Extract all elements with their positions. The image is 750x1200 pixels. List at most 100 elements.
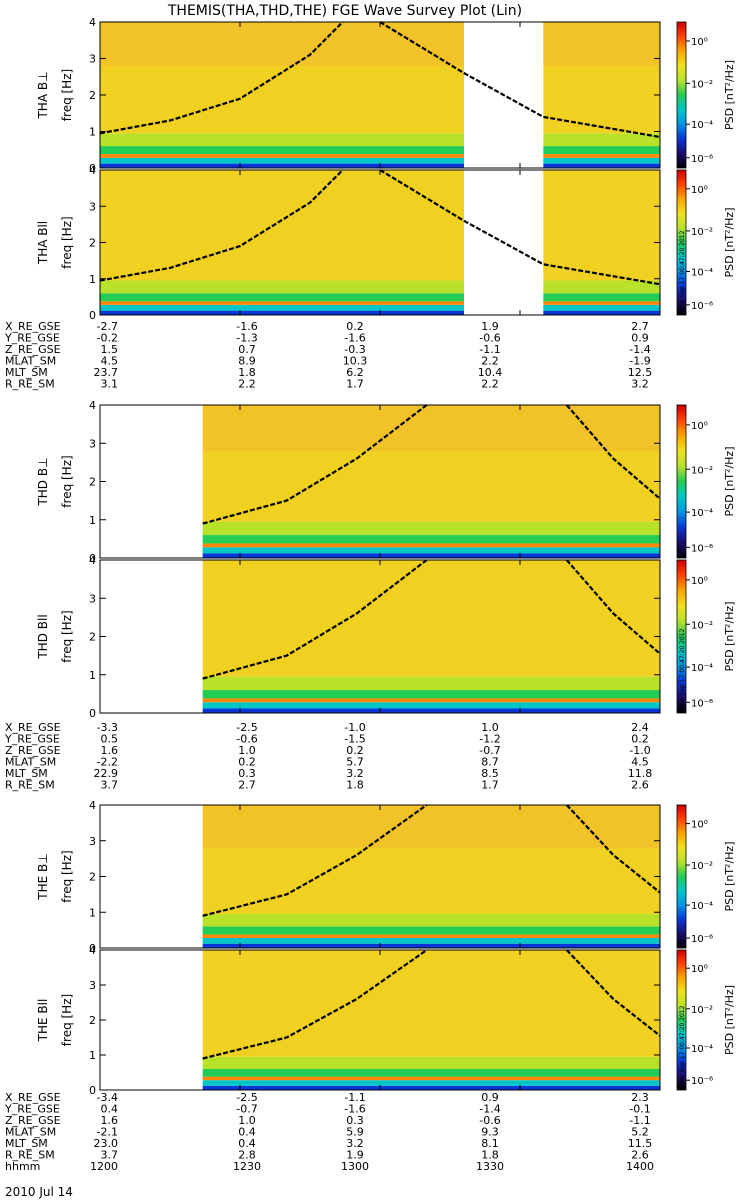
y-tick-label: 2 — [89, 631, 96, 644]
y-tick-label: 4 — [89, 399, 96, 412]
orbit-value: -2.5 — [236, 721, 257, 734]
spectrogram-panel: 0 1 2 3 4 THD B⊥ freq [Hz] 10⁰ 10⁻² 10⁻⁴ 10⁻⁶ PSD [… — [36, 399, 736, 565]
orbit-row-label: hhmm — [5, 1160, 40, 1173]
orbit-row-label: MLAT_SM — [5, 355, 56, 368]
orbit-value: 4.5 — [101, 355, 119, 368]
colorbar-label: PSD [nT²/Hz] — [723, 985, 736, 1055]
orbit-value: -1.4 — [479, 1103, 500, 1116]
orbit-value: 1230 — [233, 1160, 261, 1173]
colorbar-tick-label: 10⁻² — [691, 79, 713, 90]
y-axis-label: freq [Hz] — [60, 850, 74, 902]
colorbar-tick-label: 10⁻⁶ — [691, 934, 713, 945]
orbit-value: 10.3 — [343, 355, 368, 368]
y-tick-label: 3 — [89, 200, 96, 213]
psd-band — [100, 1080, 660, 1086]
orbit-value: 6.2 — [346, 366, 364, 379]
orbit-row-label: MLT_SM — [5, 767, 48, 780]
psd-band — [100, 1069, 660, 1077]
psd-band — [100, 304, 660, 311]
orbit-value: 12.5 — [628, 366, 653, 379]
orbit-value: -0.7 — [236, 1103, 257, 1116]
orbit-value: -1.4 — [629, 343, 650, 356]
orbit-value: 11.8 — [628, 767, 653, 780]
orbit-value: 5.7 — [346, 756, 364, 769]
orbit-value: 2.2 — [481, 355, 499, 368]
orbit-value: -1.6 — [344, 332, 365, 345]
colorbar-label: PSD [nT²/Hz] — [723, 841, 736, 911]
colorbar-tick-label: 10⁰ — [691, 185, 708, 196]
orbit-value: 3.7 — [101, 1149, 119, 1162]
orbit-value: 22.9 — [94, 767, 119, 780]
y-tick-label: 3 — [89, 437, 96, 450]
colorbar-label: PSD [nT²/Hz] — [723, 60, 736, 130]
orbit-value: 8.5 — [481, 767, 499, 780]
orbit-value: 1400 — [626, 1160, 654, 1173]
orbit-value: 1.7 — [481, 779, 499, 792]
orbit-value: 0.3 — [238, 767, 256, 780]
orbit-value: -0.6 — [236, 733, 257, 746]
orbit-value: 0.2 — [238, 756, 256, 769]
gyrofrequency-curve-left — [202, 804, 428, 917]
psd-band — [100, 1056, 660, 1069]
orbit-value: -0.2 — [97, 332, 118, 345]
y-axis-label: freq [Hz] — [60, 216, 74, 268]
y-tick-label: 4 — [89, 944, 96, 957]
orbit-value: 23.7 — [94, 366, 119, 379]
y-tick-label: 0 — [89, 162, 96, 175]
panel-title: THE Bll — [36, 999, 50, 1043]
spectrogram-panel: 0 1 2 3 4 THA Bll freq [Hz] 10⁰ 10⁻² 10⁻⁴ 10⁻⁶ PSD … — [36, 164, 736, 322]
orbit-value: 5.2 — [631, 1126, 649, 1139]
orbit-value: -1.6 — [344, 1103, 365, 1116]
colorbar-tick-label: 10⁻² — [691, 465, 713, 476]
orbit-value: 3.2 — [346, 767, 364, 780]
spectrogram-panel: 0 1 2 3 4 THE Bll freq [Hz] 10⁰ 10⁻² 10⁻⁴ 10⁻⁶ PSD … — [36, 944, 736, 1097]
y-tick-label: 2 — [89, 1014, 96, 1027]
orbit-value: 0.2 — [346, 320, 364, 333]
y-axis-label: freq [Hz] — [60, 455, 74, 507]
orbit-value: -1.3 — [236, 332, 257, 345]
psd-band — [100, 146, 660, 155]
psd-band — [100, 293, 660, 302]
y-tick-label: 4 — [89, 799, 96, 812]
colorbar-tick-label: 10⁰ — [691, 421, 708, 432]
orbit-value: 1.9 — [481, 320, 499, 333]
orbit-value: 1.8 — [346, 779, 364, 792]
y-tick-label: 0 — [89, 552, 96, 565]
psd-band — [100, 280, 660, 294]
colorbar-tick-label: 10⁻⁶ — [691, 698, 713, 709]
orbit-row-label: R_RE_SM — [5, 1149, 55, 1162]
figure-title: THEMIS(THA,THD,THE) FGE Wave Survey Plot… — [167, 3, 522, 19]
gyrofrequency-curve-right — [565, 949, 661, 1037]
orbit-row-label: Y_RE_GSE — [4, 733, 60, 746]
colorbar — [676, 404, 687, 559]
gyrofrequency-curve-left — [202, 559, 428, 680]
orbit-value: -0.6 — [479, 332, 500, 345]
orbit-row-label: R_RE_SM — [5, 378, 55, 391]
colorbar-tick-label: 10⁻⁴ — [691, 663, 713, 674]
gyrofrequency-curve-right — [379, 169, 661, 286]
colorbar — [676, 559, 687, 714]
orbit-value: 2.2 — [481, 378, 499, 391]
psd-band — [100, 914, 660, 927]
y-tick-label: 0 — [89, 309, 96, 322]
colorbar-tick-label: 10⁰ — [691, 820, 708, 831]
orbit-value: 0.3 — [346, 1114, 364, 1127]
colorbar-tick-label: 10⁻⁶ — [691, 301, 713, 312]
orbit-value: 0.2 — [631, 733, 649, 746]
orbit-value: 1.8 — [238, 366, 256, 379]
psd-band — [100, 926, 660, 935]
colorbar — [676, 169, 687, 316]
orbit-value: 1200 — [90, 1160, 118, 1173]
psd-band — [100, 154, 660, 158]
orbit-value: 4.5 — [631, 756, 649, 769]
orbit-value: -0.6 — [479, 1114, 500, 1127]
colorbar-label: PSD [nT²/Hz] — [723, 601, 736, 671]
colorbar — [676, 804, 687, 949]
orbit-value: 1.9 — [346, 1149, 364, 1162]
spectrogram-panel: 0 1 2 3 4 THD Bll freq [Hz] 10⁰ 10⁻² 10⁻⁴ 10⁻⁶ PSD … — [36, 554, 736, 720]
psd-band — [100, 690, 660, 699]
y-tick-label: 0 — [89, 707, 96, 720]
gyrofrequency-curve-left — [99, 21, 344, 135]
orbit-value: 9.3 — [481, 1126, 499, 1139]
